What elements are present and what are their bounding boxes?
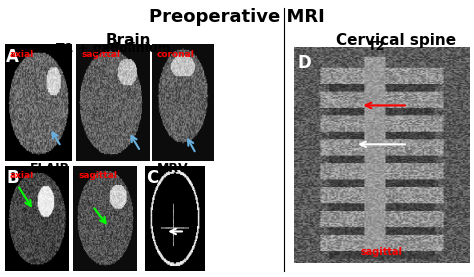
- Text: B: B: [6, 169, 18, 187]
- Text: sagittal: sagittal: [82, 50, 121, 59]
- Text: A: A: [6, 48, 19, 66]
- Text: Preoperative MRI: Preoperative MRI: [149, 8, 325, 26]
- Text: C: C: [146, 169, 158, 187]
- Text: sagittal: sagittal: [361, 247, 402, 257]
- Text: axial: axial: [10, 50, 34, 59]
- Text: axial: axial: [10, 171, 34, 180]
- Text: FLAIR: FLAIR: [30, 162, 70, 175]
- Text: MRV: MRV: [157, 162, 189, 175]
- Text: T2: T2: [368, 40, 385, 53]
- Text: D: D: [297, 53, 311, 71]
- Text: coronal: coronal: [156, 50, 194, 59]
- Text: Brain: Brain: [105, 33, 151, 48]
- Text: sagittal: sagittal: [79, 171, 118, 180]
- Text: Cervical spine: Cervical spine: [336, 33, 456, 48]
- Text: T1 + gadolinium: T1 + gadolinium: [56, 42, 171, 55]
